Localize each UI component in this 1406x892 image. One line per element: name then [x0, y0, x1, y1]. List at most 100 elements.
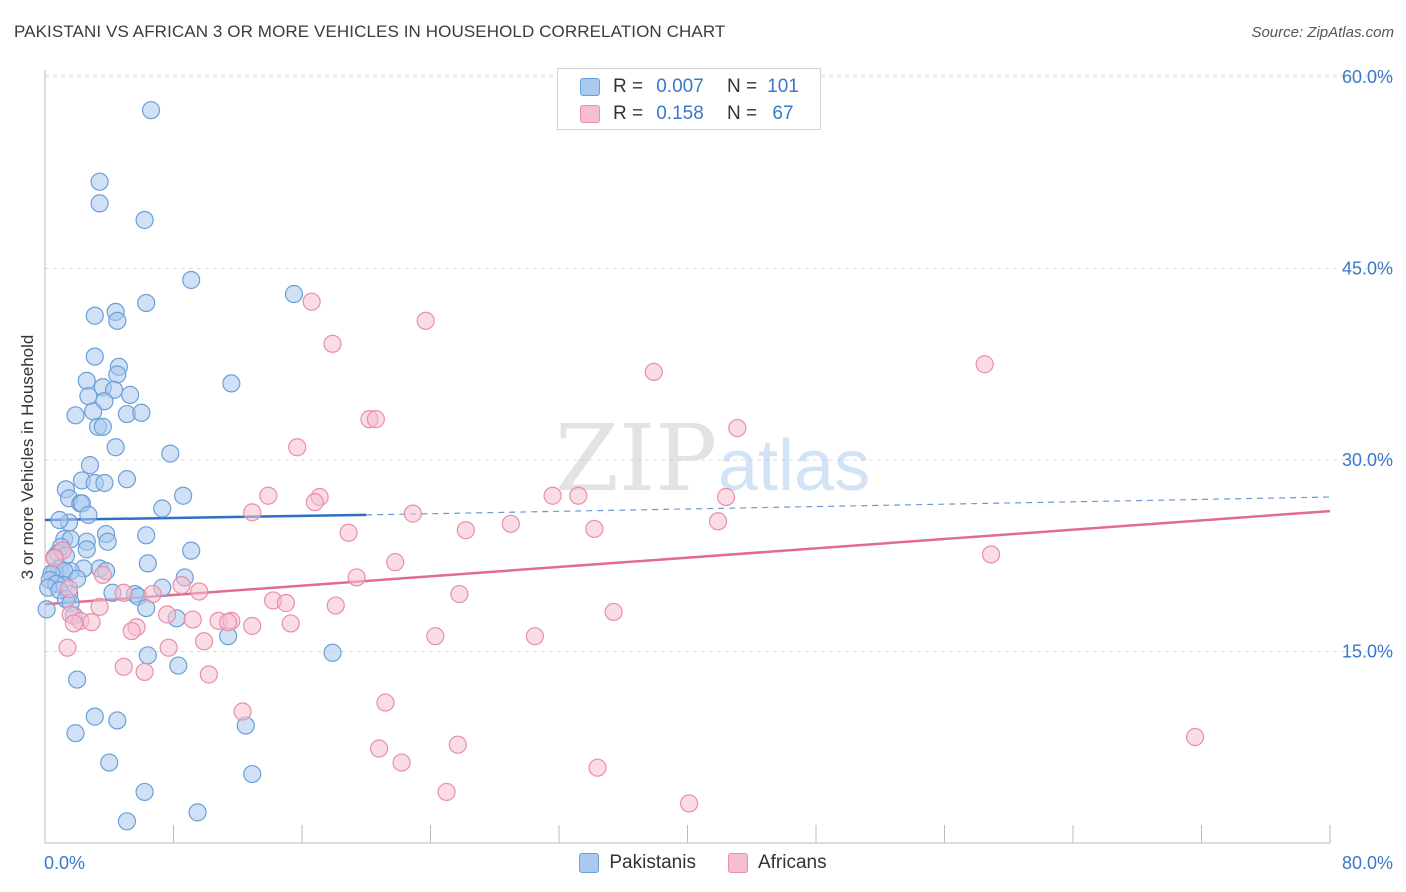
pakistanis-point	[100, 753, 119, 772]
pakistanis-point	[323, 643, 342, 662]
n-value: 67	[772, 103, 794, 124]
pakistanis-point	[85, 306, 104, 325]
legend-label-pakistanis: Pakistanis	[609, 852, 696, 873]
pakistanis-point	[77, 371, 96, 390]
pakistanis-point	[108, 365, 127, 384]
africans-point	[392, 753, 411, 772]
africans-point	[59, 579, 79, 599]
africans-point	[323, 334, 342, 353]
africans-point	[426, 627, 445, 646]
africans-point	[543, 486, 562, 505]
africans-point	[456, 521, 475, 540]
africans-point	[194, 632, 214, 651]
pakistanis-point	[117, 470, 137, 489]
pakistanis-point	[135, 782, 154, 802]
africans-point	[448, 735, 467, 754]
africans-point	[64, 614, 84, 633]
correlation-legend: R = 0.007 N = 101 R = 0.158 N = 67	[557, 68, 821, 130]
pakistanis-point	[137, 293, 156, 313]
africans-point	[90, 597, 109, 616]
pakistanis-point	[95, 392, 114, 411]
r-value: 0.158	[656, 103, 704, 124]
pakistanis-point	[243, 764, 262, 784]
chart-title: PAKISTANI VS AFRICAN 3 OR MORE VEHICLES …	[14, 22, 726, 41]
watermark-atlas: atlas	[718, 426, 870, 506]
r-label: R =	[613, 103, 644, 124]
pakistanis-swatch	[579, 853, 600, 873]
africans-point	[276, 593, 296, 613]
africans-point	[157, 605, 177, 624]
africans-point	[1185, 727, 1205, 747]
n-label: N =	[727, 103, 758, 124]
africans-point	[122, 621, 141, 641]
africans-point	[302, 292, 321, 311]
legend-row-pakistanis: R = 0.007 N = 101	[580, 76, 803, 98]
africans-swatch	[580, 105, 600, 123]
legend-item-pakistanis[interactable]: Pakistanis	[579, 852, 696, 874]
pakistanis-point	[106, 438, 125, 457]
pakistanis-point	[182, 270, 201, 290]
africans-point	[644, 362, 663, 382]
pakistanis-trend-extension	[366, 496, 1331, 516]
pakistanis-point	[85, 347, 104, 366]
africans-point	[190, 582, 209, 601]
pakistanis-point	[79, 505, 98, 524]
n-label: N =	[727, 76, 758, 97]
pakistanis-swatch	[580, 78, 600, 96]
y-axis-label: 3 or more Vehicles in Household	[18, 334, 37, 580]
legend-label-africans: Africans	[757, 852, 827, 873]
pakistanis-point	[182, 541, 201, 560]
africans-point	[366, 410, 385, 429]
africans-point	[437, 782, 456, 802]
africans-point	[416, 311, 435, 330]
r-label: R =	[613, 76, 644, 97]
africans-point	[243, 503, 262, 522]
pakistanis-point	[79, 387, 98, 406]
pakistanis-point	[37, 600, 56, 619]
africans-point	[569, 486, 588, 505]
legend-row-africans: R = 0.158 N = 67	[580, 103, 803, 125]
pakistanis-point	[121, 385, 140, 404]
africans-point	[114, 583, 133, 602]
africans-point	[680, 794, 699, 813]
africans-point	[114, 657, 133, 676]
africans-point	[525, 627, 545, 646]
pakistanis-point	[117, 812, 137, 831]
africans-swatch	[727, 853, 748, 873]
pakistanis-point	[188, 803, 207, 822]
pakistanis-point	[98, 532, 117, 551]
africans-point	[585, 519, 604, 539]
africans-point	[58, 638, 77, 657]
pakistanis-point	[68, 670, 87, 689]
pakistanis-point	[66, 724, 85, 743]
africans-point	[588, 758, 607, 777]
legend-item-africans[interactable]: Africans	[727, 852, 827, 874]
x-tick-label: 0.0%	[44, 853, 85, 873]
pakistanis-point	[80, 456, 100, 475]
pakistanis-point	[138, 554, 157, 573]
africans-point	[708, 512, 728, 531]
y-tick-label: 45.0%	[1342, 259, 1393, 279]
pakistanis-point	[174, 486, 193, 505]
africans-point	[199, 665, 218, 684]
africans-point	[386, 553, 405, 572]
africans-point	[281, 614, 300, 633]
africans-point	[288, 438, 307, 457]
africans-point	[339, 523, 358, 542]
pakistanis-point	[141, 101, 161, 120]
pakistanis-point	[95, 473, 114, 493]
pakistanis-point	[50, 510, 69, 530]
pakistanis-point	[137, 526, 156, 545]
africans-point	[450, 584, 469, 604]
pakistanis-point	[108, 311, 127, 330]
pakistanis-point	[90, 172, 109, 191]
pakistanis-point	[77, 540, 96, 559]
pakistanis-point	[284, 284, 304, 304]
pakistanis-point	[85, 707, 104, 726]
africans-point	[370, 739, 389, 758]
africans-point	[45, 549, 64, 568]
africans-point	[82, 613, 101, 632]
africans-point	[501, 514, 520, 533]
pakistanis-point	[169, 656, 188, 675]
